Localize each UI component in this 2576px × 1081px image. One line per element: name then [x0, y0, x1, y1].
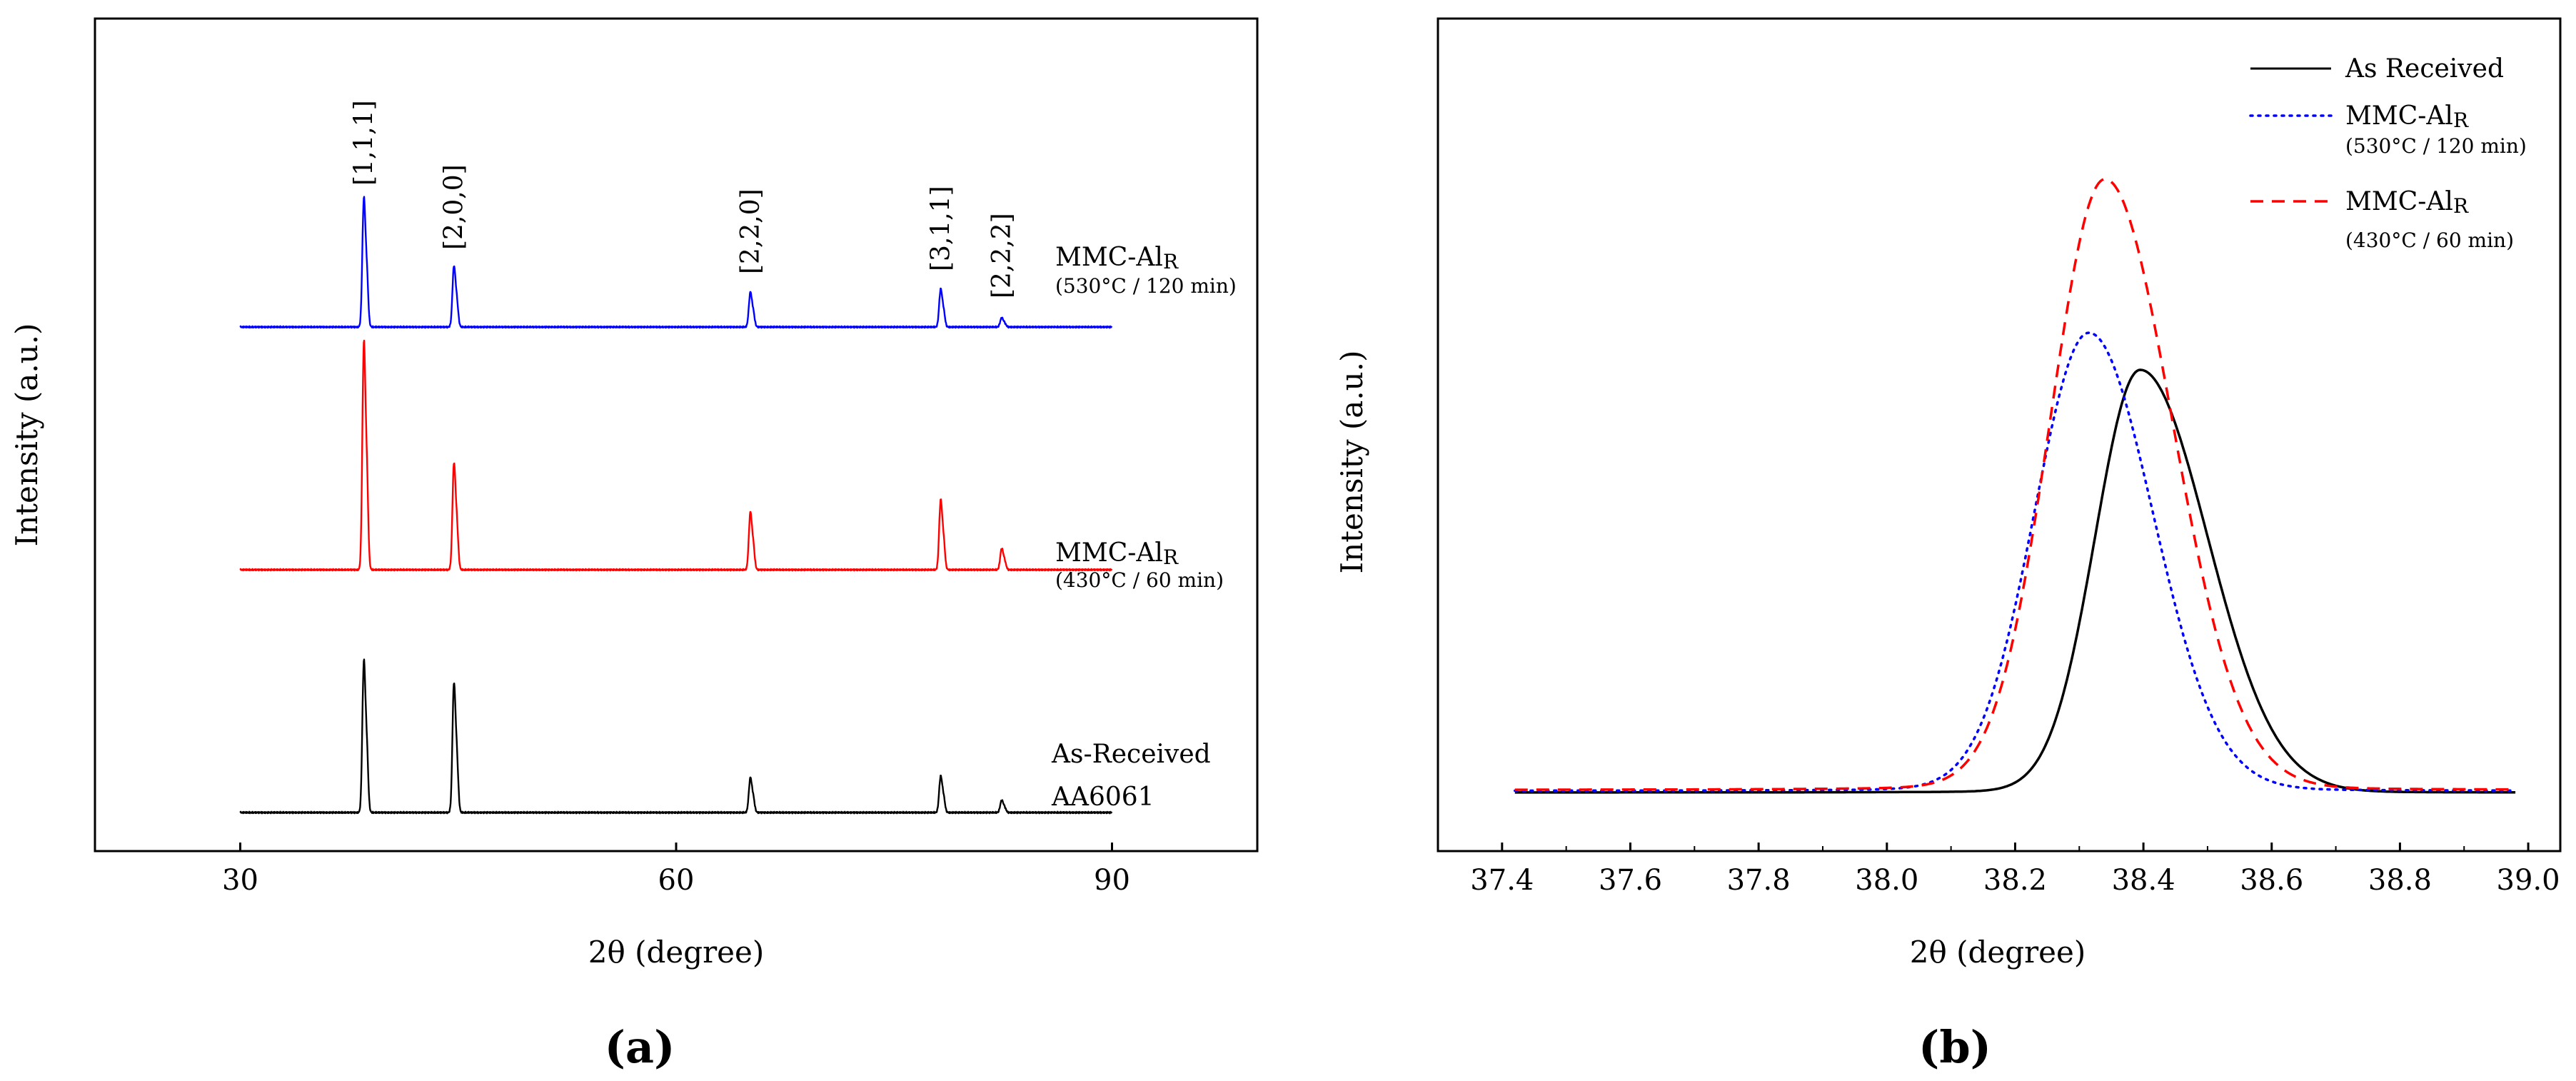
panel-a-series-line-1	[239, 339, 1113, 572]
panel-b-x-tick-label: 38.0	[1855, 864, 1918, 897]
panel-b-x-tick-label: 38.2	[1983, 864, 2047, 897]
panel-b-x-tick-label: 38.8	[2368, 864, 2432, 897]
panel-b-x-tick-label: 38.6	[2240, 864, 2303, 897]
panel-b-plot-frame	[1437, 17, 2562, 853]
panel-b-series-line-1	[1514, 331, 2517, 793]
panel-a-series-cond-430: (430°C / 60 min)	[1055, 568, 1224, 592]
panel-a-peak-label: [3,1,1]	[926, 186, 955, 271]
panel-a-x-ticks: 30 60 90	[222, 843, 1130, 897]
panel-a-series-label-as-received-line2: AA6061	[1051, 783, 1154, 812]
legend-cond-430: (430°C / 60 min)	[2345, 228, 2514, 252]
panel-b-series-line-0	[1514, 368, 2516, 794]
panel-a-plot-frame	[94, 17, 1259, 853]
panel-a-x-axis-title: 2θ (degree)	[588, 935, 765, 970]
panel-b-series	[1514, 178, 2517, 794]
panel-b-x-tick-label: 37.8	[1727, 864, 1791, 897]
panel-a-label: (a)	[605, 1021, 675, 1073]
panel-a-series	[239, 196, 1113, 815]
panel-b-y-axis-title: Intensity (a.u.)	[1334, 351, 1369, 574]
panel-a-peak-label: [2,2,2]	[987, 213, 1017, 298]
panel-b-x-tick-label: 37.6	[1599, 864, 1662, 897]
panel-b-x-tick-label: 39.0	[2497, 864, 2560, 897]
panel-b-x-ticks: 37.4 37.6 37.8 38.0 38.2 38.4 38.6 38.8 39.0	[1470, 843, 2560, 897]
panel-b-label: (b)	[1918, 1021, 1991, 1073]
panel-a-series-line-2	[239, 196, 1113, 329]
panel-b-x-tick-label: 37.4	[1470, 864, 1534, 897]
legend-label-as-received: As Received	[2345, 54, 2504, 84]
legend-label-430: MMC-AlR	[2345, 187, 2469, 218]
panel-a-series-label-530: MMC-AlR	[1055, 243, 1179, 273]
panel-a-series-line-0	[239, 658, 1113, 815]
panel-a-peak-label: [2,0,0]	[440, 164, 469, 250]
panel-a-x-tick-label: 60	[658, 864, 695, 897]
legend-cond-530: (530°C / 120 min)	[2345, 134, 2527, 158]
panel-a-x-tick-label: 30	[222, 864, 258, 897]
panel-b-legend: As Received MMC-AlR (530°C / 120 min) MM…	[2249, 54, 2527, 252]
panel-a: 30 60 90 [1,1,1] [2,0,0] [2,2,0] [3,1,1] [2,2,…	[9, 17, 1259, 1073]
panel-a-series-cond-530: (530°C / 120 min)	[1055, 274, 1237, 298]
panel-a-series-label-430: MMC-AlR	[1055, 538, 1179, 569]
panel-a-series-label-as-received-line1: As-Received	[1051, 740, 1211, 769]
panel-a-peak-label: [1,1,1]	[349, 100, 378, 186]
panel-b-series-line-2	[1514, 178, 2516, 791]
legend-label-530: MMC-AlR	[2345, 101, 2469, 132]
panel-b: 37.4 37.6 37.8 38.0 38.2 38.4 38.6 38.8 39.0 Int…	[1334, 17, 2562, 1073]
panel-b-x-axis-title: 2θ (degree)	[1910, 935, 2086, 970]
panel-b-x-tick-label: 38.4	[2112, 864, 2175, 897]
panel-a-x-tick-label: 90	[1094, 864, 1130, 897]
panel-a-peak-annotations: [1,1,1] [2,0,0] [2,2,0] [3,1,1] [2,2,2]	[349, 100, 1016, 298]
panel-a-peak-label: [2,2,0]	[736, 188, 765, 274]
panel-a-y-axis-title: Intensity (a.u.)	[9, 323, 44, 547]
